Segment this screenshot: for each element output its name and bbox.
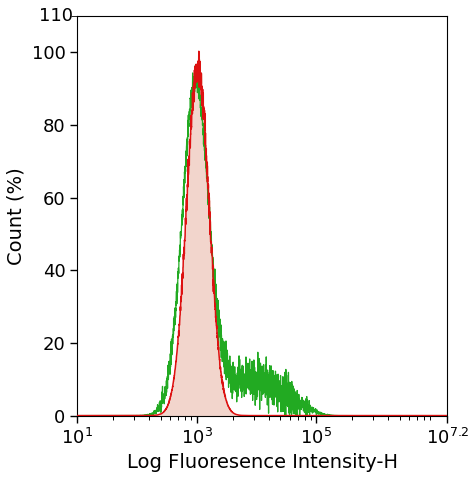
X-axis label: Log Fluoresence Intensity-H: Log Fluoresence Intensity-H — [127, 453, 398, 472]
Text: 110: 110 — [40, 7, 73, 25]
Y-axis label: Count (%): Count (%) — [7, 167, 26, 264]
